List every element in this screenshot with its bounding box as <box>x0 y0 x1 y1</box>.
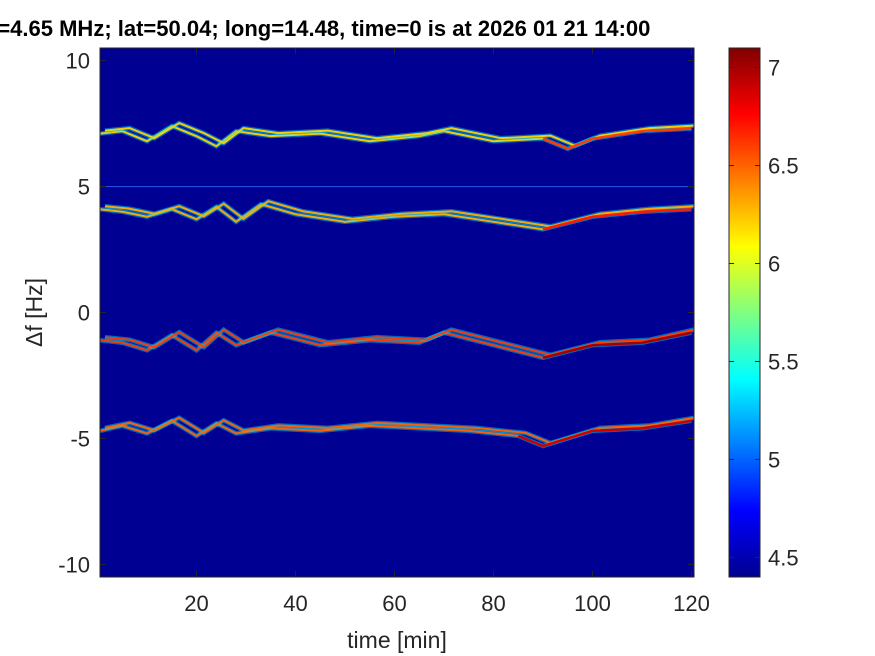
y-tick-label: -10 <box>58 552 90 577</box>
doppler-trace <box>99 326 695 361</box>
colorbar-tick-label: 4.5 <box>768 545 799 570</box>
x-tick-label: 20 <box>184 591 208 616</box>
doppler-trace <box>99 415 695 449</box>
x-axis-label: time [min] <box>347 627 447 653</box>
x-tick-label: 80 <box>481 591 505 616</box>
x-tick-label: 100 <box>574 591 611 616</box>
colorbar-tick-label: 5.5 <box>768 349 799 374</box>
colorbar-tick-label: 6.5 <box>768 154 799 179</box>
trace-core <box>542 207 692 231</box>
plot-area <box>99 48 695 577</box>
axes: 20 40 60 80 100 120 10 5 0 -5 -10 time [min] Δf [Hz] <box>21 47 710 653</box>
trace-core <box>542 331 692 360</box>
trace-core <box>517 419 692 448</box>
y-tick-label: 0 <box>78 301 90 326</box>
x-tick-label: 40 <box>283 591 307 616</box>
doppler-trace <box>99 120 695 152</box>
colorbar-tick-label: 6 <box>768 252 780 277</box>
colorbar-tick-label: 7 <box>768 56 780 81</box>
y-tick-label: 10 <box>66 49 90 74</box>
y-tick-label: -5 <box>70 426 90 451</box>
y-axis-label: Δf [Hz] <box>21 278 47 347</box>
colorbar-scale <box>728 47 761 578</box>
trace-core <box>542 127 692 151</box>
colorbar-tick-label: 5 <box>768 447 780 472</box>
x-tick-label: 120 <box>673 591 710 616</box>
colorbar: 7 6.5 6 5.5 5 4.5 <box>728 47 799 578</box>
y-tick-label: 5 <box>78 175 90 200</box>
doppler-trace <box>99 198 695 232</box>
x-tick-label: 60 <box>382 591 406 616</box>
chart-title: f=4.65 MHz; lat=50.04; long=14.48, time=… <box>0 16 651 41</box>
